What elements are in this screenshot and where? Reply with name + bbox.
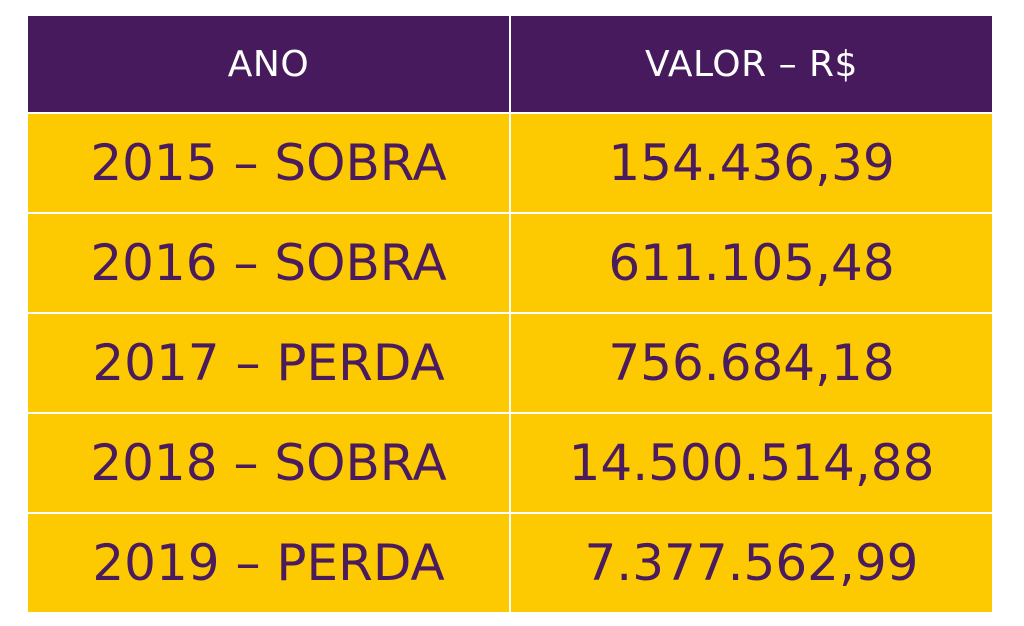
results-table: ANO VALOR – R$ 2015 – SOBRA 154.436,39 2… [28,16,992,612]
cell-valor: 154.436,39 [511,114,992,212]
table-header-row: ANO VALOR – R$ [28,16,992,112]
table-row: 2017 – PERDA 756.684,18 [28,314,992,412]
cell-ano: 2018 – SOBRA [28,414,509,512]
cell-valor: 14.500.514,88 [511,414,992,512]
table-row: 2019 – PERDA 7.377.562,99 [28,514,992,612]
cell-ano: 2017 – PERDA [28,314,509,412]
cell-valor: 7.377.562,99 [511,514,992,612]
header-valor: VALOR – R$ [511,16,992,112]
header-ano: ANO [28,16,509,112]
table-row: 2018 – SOBRA 14.500.514,88 [28,414,992,512]
table-row: 2016 – SOBRA 611.105,48 [28,214,992,312]
cell-ano: 2019 – PERDA [28,514,509,612]
cell-valor: 756.684,18 [511,314,992,412]
cell-ano: 2016 – SOBRA [28,214,509,312]
cell-ano: 2015 – SOBRA [28,114,509,212]
table-row: 2015 – SOBRA 154.436,39 [28,114,992,212]
cell-valor: 611.105,48 [511,214,992,312]
